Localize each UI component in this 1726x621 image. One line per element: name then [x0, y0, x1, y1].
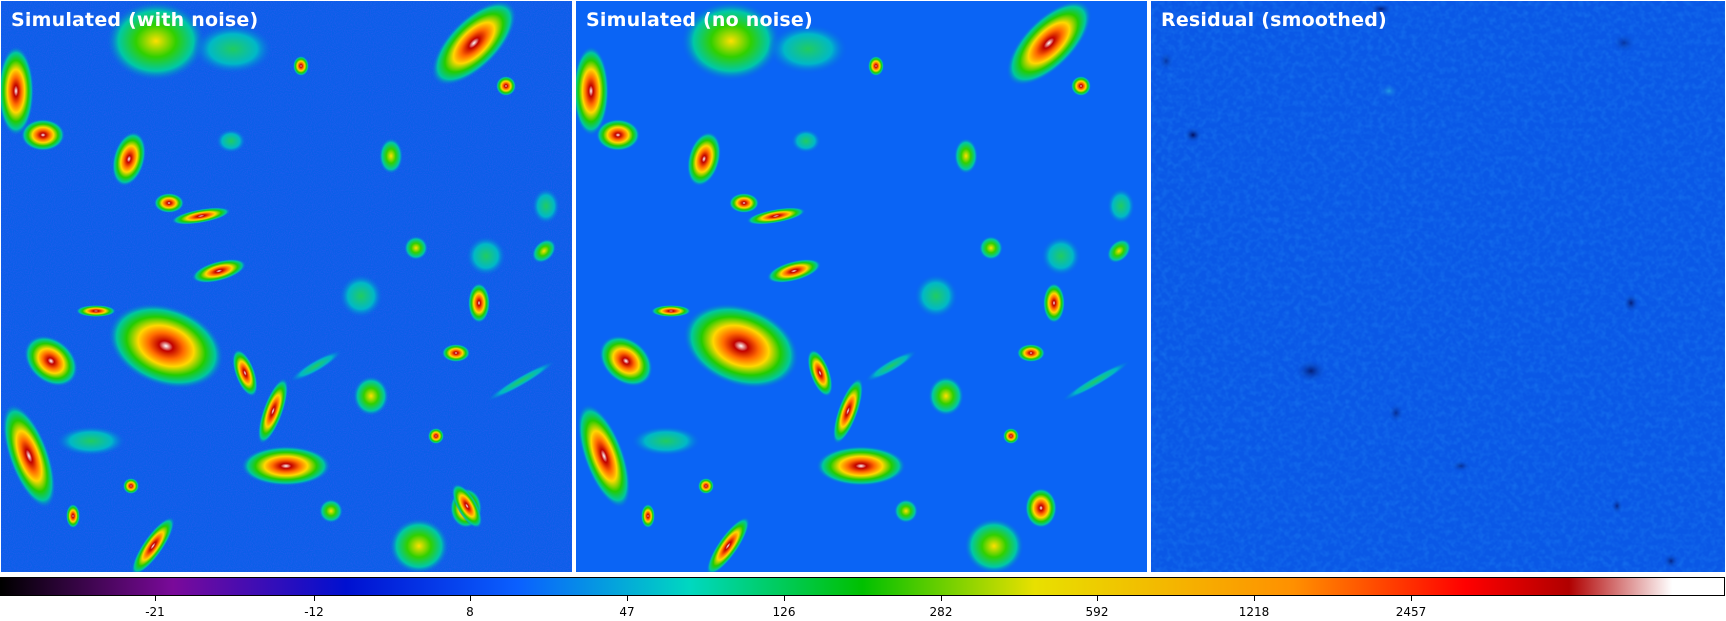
colorbar-tick-label: 1218 [1238, 605, 1270, 619]
colorbar-tick [627, 596, 628, 601]
colorbar-tick-label: 2457 [1395, 605, 1427, 619]
panel-noisy-image: Simulated (with noise) [1, 1, 572, 572]
residual-field [1151, 1, 1725, 572]
panel-title: Simulated (no noise) [586, 9, 813, 31]
colorbar-tick-label: -21 [145, 605, 165, 619]
colorbar-gradient [1, 578, 1724, 595]
panel-residual-image: Residual (smoothed) [1151, 1, 1725, 572]
colorbar-tick [155, 596, 156, 601]
panel-model-image: Simulated (no noise) [576, 1, 1147, 572]
panel-title: Simulated (with noise) [11, 9, 259, 31]
colorbar [0, 577, 1725, 596]
colorbar-tick [1097, 596, 1098, 601]
colorbar-tick [941, 596, 942, 601]
colorbar-tick-label: 126 [772, 605, 796, 619]
colorbar-tick [784, 596, 785, 601]
colorbar-tick [1411, 596, 1412, 601]
colorbar-tick-label: 8 [466, 605, 474, 619]
panel-title: Residual (smoothed) [1161, 9, 1387, 31]
model-galaxy-field [576, 1, 1147, 572]
colorbar-tick-label: 592 [1085, 605, 1109, 619]
noisy-galaxy-field [1, 1, 572, 572]
colorbar-tick-label: 47 [619, 605, 635, 619]
colorbar-tick-label: 282 [929, 605, 953, 619]
colorbar-tick [470, 596, 471, 601]
colorbar-tick-label: -12 [304, 605, 324, 619]
colorbar-tick [1254, 596, 1255, 601]
colorbar-tick [314, 596, 315, 601]
